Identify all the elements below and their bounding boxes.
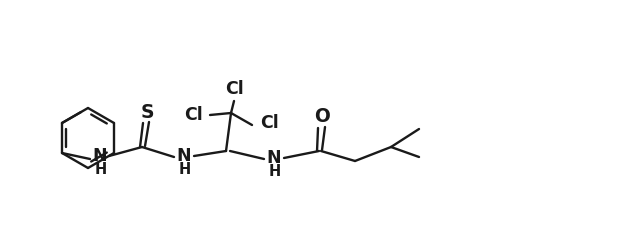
Text: H: H: [95, 163, 107, 177]
Text: N: N: [267, 149, 282, 167]
Text: N: N: [93, 147, 108, 165]
Text: H: H: [269, 164, 281, 180]
Text: S: S: [140, 104, 154, 123]
Text: O: O: [314, 107, 330, 126]
Text: N: N: [177, 147, 191, 165]
Text: H: H: [179, 163, 191, 177]
Text: Cl: Cl: [184, 106, 202, 124]
Text: Cl: Cl: [225, 80, 243, 98]
Text: Cl: Cl: [260, 114, 278, 132]
